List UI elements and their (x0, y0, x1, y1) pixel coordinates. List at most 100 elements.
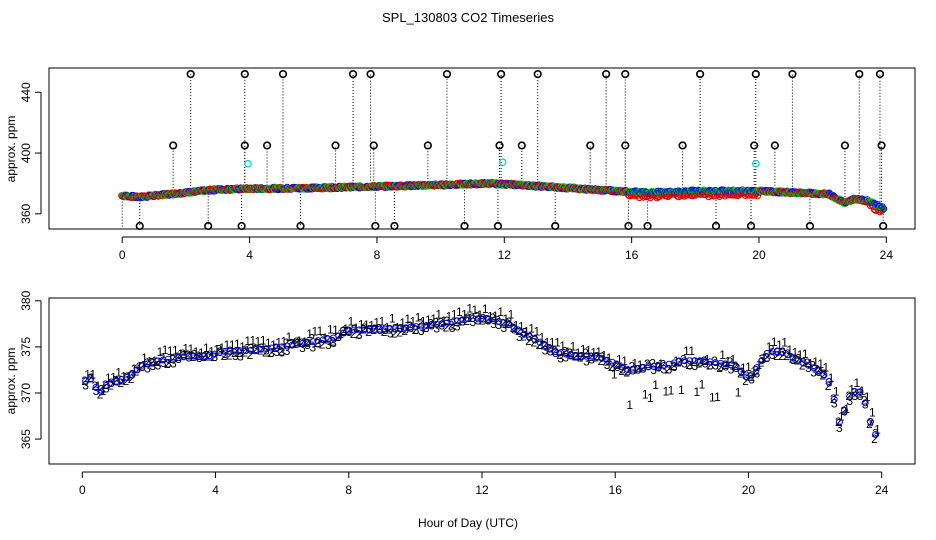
bottom-series-3-point: 3 (614, 360, 621, 374)
bottom-series-2-point: 2 (592, 351, 599, 365)
bottom-series-1-point: 1 (363, 318, 370, 332)
top-cyan-point (498, 158, 507, 166)
bottom-series-2-point: 2 (613, 358, 620, 372)
bottom-series-3-point: 3 (588, 353, 595, 367)
bottom-series-3-circle (402, 324, 410, 332)
bottom-series-3-point: 3 (640, 361, 647, 375)
bottom-series-2-point: 2 (479, 314, 486, 328)
bottom-series-1-point: 1 (843, 402, 850, 416)
bottom-series-2-point: 2 (458, 315, 465, 329)
bottom-series-3-circle (97, 388, 105, 396)
bottom-series-3-point: 3 (356, 328, 363, 342)
bottom-series-3-circle (639, 363, 647, 371)
bottom-series-3-circle (820, 371, 828, 379)
top-outlier-point (390, 221, 399, 231)
top-outlier-point (369, 141, 378, 150)
top-outlier-point (879, 221, 888, 231)
bottom-series-3-circle (428, 321, 436, 329)
bottom-series-3-circle (366, 326, 374, 334)
bottom-series-2-point: 2 (205, 349, 212, 363)
bottom-series-3-circle (247, 346, 255, 354)
bottom-series-3-circle (175, 354, 183, 362)
top-outlier-point (497, 69, 506, 79)
bottom-series-1-point: 1 (570, 339, 577, 353)
bottom-series-3-point: 3 (201, 350, 208, 364)
bottom-series-3-point: 3 (795, 352, 802, 366)
bottom-series-2-point: 2 (505, 317, 512, 331)
bottom-series-3-circle (433, 320, 441, 328)
bottom-series-1-point: 1 (188, 342, 195, 356)
top-outlier-point (621, 141, 630, 150)
top-cyan-point (244, 159, 252, 168)
bottom-series-3-circle (789, 354, 797, 362)
bottom-series-2-point: 2 (567, 346, 574, 360)
bottom-series-3-circle (340, 329, 348, 337)
bottom-series-3-circle (304, 338, 312, 346)
bottom-series-3-point: 3 (382, 323, 389, 337)
top-outlier-point (278, 69, 288, 79)
bottom-series-3-circle (293, 340, 301, 348)
bottom-series-2-point: 2 (577, 350, 584, 364)
bottom-series-2-point: 2 (396, 325, 403, 339)
bottom-series-3-point: 3 (253, 342, 260, 356)
bottom-series-3-circle (381, 325, 389, 333)
bottom-series-2-point: 2 (556, 348, 563, 362)
bottom-series-3-circle (562, 350, 570, 358)
bottom-series-1-point: 1 (678, 383, 685, 397)
bottom-series-3-circle (273, 343, 281, 351)
bottom-series-1-point: 1 (306, 327, 313, 341)
bottom-series-3-circle (169, 354, 177, 362)
bottom-series-2-point: 2 (231, 346, 238, 360)
bottom-series-2-point: 2 (468, 311, 475, 325)
bottom-series-3-point: 3 (408, 321, 415, 335)
bottom-series-2-point: 2 (618, 364, 625, 378)
bottom-series-3-circle (861, 399, 869, 407)
bottom-series-2-point: 2 (272, 341, 279, 355)
top-plot-frame (48, 67, 916, 230)
bottom-series-1-point: 1 (208, 345, 215, 359)
top-x-tick-label: 8 (374, 248, 381, 262)
bottom-series-1-point: 1 (533, 324, 540, 338)
bottom-series-1-point: 1 (792, 345, 799, 359)
bottom-series-3-circle (443, 319, 451, 327)
bottom-series-1-point: 1 (585, 343, 592, 357)
bottom-series-1-point: 1 (688, 344, 695, 358)
bottom-series-3-point: 3 (475, 313, 482, 327)
bottom-series-3-circle (200, 352, 208, 360)
bottom-series-3-circle (505, 320, 513, 328)
bottom-series-1-point: 1 (379, 315, 386, 329)
bottom-series-3-point: 3 (149, 359, 156, 373)
bottom-series-3-circle (768, 347, 776, 355)
bottom-series-1-point: 1 (714, 390, 721, 404)
bottom-x-tick-label: 12 (475, 483, 489, 497)
bottom-series-3-point: 3 (449, 321, 456, 335)
bottom-series-3-point: 3 (568, 348, 575, 362)
bottom-series-2-point: 2 (169, 352, 176, 366)
bottom-series-3-circle (314, 337, 322, 345)
bottom-series-1-point: 1 (776, 338, 783, 352)
bottom-series-3-circle (180, 353, 188, 361)
bottom-series-3-circle (185, 352, 193, 360)
bottom-series-3-point: 3 (459, 315, 466, 329)
bottom-series-3-point: 3 (743, 369, 750, 383)
bottom-series-3-circle (469, 314, 477, 322)
bottom-series-3-circle (670, 359, 678, 367)
bottom-series-2-point: 2 (587, 350, 594, 364)
bottom-series-3-circle (758, 356, 766, 364)
bottom-series-3-point: 3 (289, 336, 296, 350)
bottom-series-2-point: 2 (768, 342, 775, 356)
bottom-series-3-circle (841, 406, 849, 414)
bottom-series-3-point: 3 (170, 356, 177, 370)
bottom-series-2-point: 2 (525, 334, 532, 348)
top-outlier-point (788, 69, 797, 79)
bottom-series-1-point: 1 (740, 361, 747, 375)
bottom-series-2-point: 2 (603, 355, 610, 369)
bottom-series-2-point: 2 (417, 317, 424, 331)
bottom-series-3-point: 3 (552, 346, 559, 360)
bottom-series-1-point: 1 (358, 317, 365, 331)
bottom-series-3-point: 3 (624, 364, 631, 378)
bottom-series-2-point: 2 (277, 345, 284, 359)
bottom-series-3-circle (851, 388, 859, 396)
bottom-series-2-point: 2 (252, 343, 259, 357)
bottom-series-2-point: 2 (102, 378, 109, 392)
